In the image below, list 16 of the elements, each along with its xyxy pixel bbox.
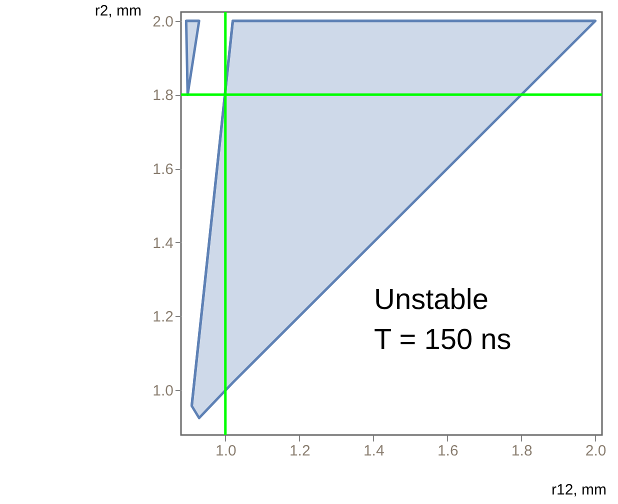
x-tick-label: 1.0 [215,442,236,460]
x-tick-label: 1.6 [437,442,458,460]
x-tick-label: 1.2 [289,442,310,460]
y-tick-label: 1.6 [152,161,174,178]
y-tick-label: 1.8 [152,87,174,104]
annotation: Unstable [374,284,488,316]
y-tick-label: 1.2 [152,308,174,326]
x-tick-label: 2.0 [585,442,606,460]
y-axis-title: r2, mm [94,2,142,20]
x-tick-label: 1.8 [511,442,532,460]
annotation: T = 150 ns [374,324,512,356]
x-tick-label: 1.4 [363,442,384,460]
y-tick-label: 2.0 [152,13,174,30]
y-tick-label: 1.0 [152,382,174,400]
y-tick-label: 1.4 [152,234,174,252]
x-axis-title: r12, mm [551,482,606,498]
